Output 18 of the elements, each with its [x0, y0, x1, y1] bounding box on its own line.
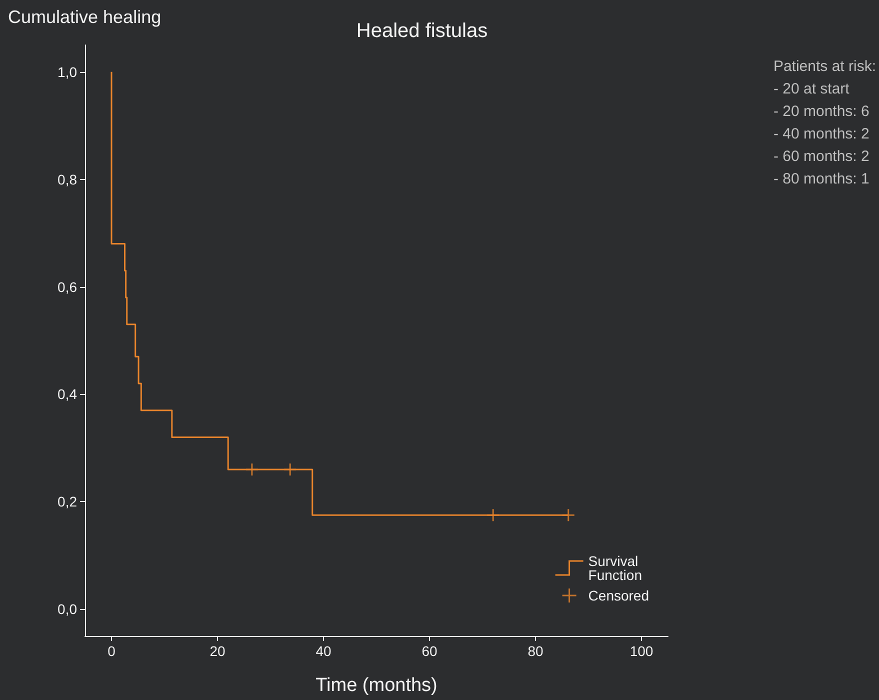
text: Patients at risk: - 20 at start - 20 months: 6 - 40 months: 2 - 60 months: 2 - 80 months: 1 — [773, 58, 876, 188]
x-axis-title: Time (months) — [316, 675, 438, 696]
y-tick-label: 0,0 — [58, 601, 78, 618]
x-tick-label: 40 — [316, 643, 332, 659]
y-tick-label: 0,6 — [58, 278, 78, 295]
y-tick-label: 0,8 — [58, 171, 78, 188]
chart-title: Healed fistulas — [356, 20, 488, 42]
legend-label: Survival Function — [588, 553, 642, 583]
y-tick-label: 1,0 — [58, 64, 78, 80]
x-tick-label: 80 — [528, 643, 544, 659]
y-tick-label: 0,4 — [58, 386, 78, 402]
y-axis-title: Cumulative healing — [8, 7, 162, 27]
x-tick-label: 100 — [630, 643, 654, 659]
legend-label: Censored — [588, 588, 649, 604]
x-tick-label: 60 — [422, 643, 438, 659]
y-tick-label: 0,2 — [58, 494, 78, 510]
x-tick-label: 0 — [108, 643, 116, 659]
x-tick-label: 20 — [210, 643, 226, 659]
